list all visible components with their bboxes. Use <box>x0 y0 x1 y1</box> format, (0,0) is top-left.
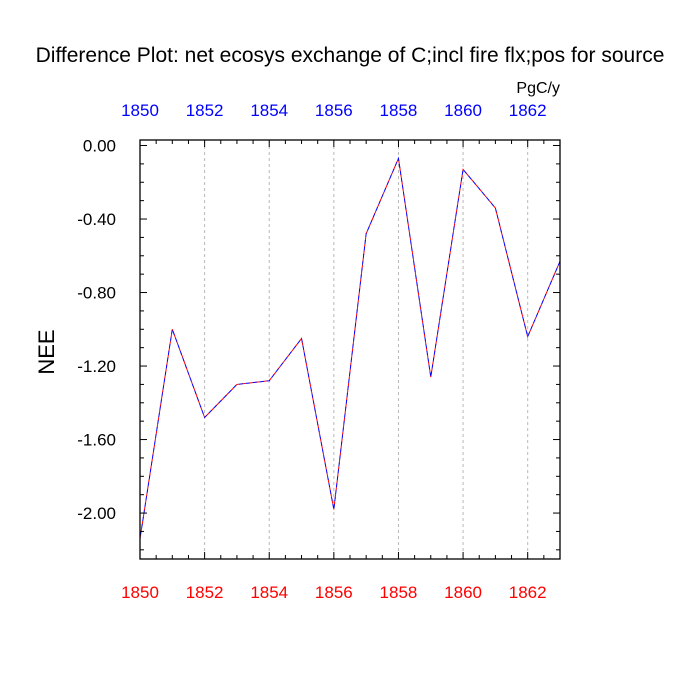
x-tick-label-bottom: 1850 <box>121 583 159 602</box>
axis-ticks <box>139 140 561 559</box>
x-tick-label-top: 1860 <box>444 101 482 120</box>
x-tick-label-top: 1852 <box>186 101 224 120</box>
x-tick-label-bottom: 1858 <box>380 583 418 602</box>
series-line <box>139 156 561 539</box>
x-tick-label-top: 1862 <box>509 101 547 120</box>
y-tick-label: -0.80 <box>77 284 116 303</box>
x-tick-label-top: 1854 <box>250 101 288 120</box>
x-tick-label-top: 1856 <box>315 101 353 120</box>
plot-frame <box>139 139 561 560</box>
y-axis-label: NEE <box>34 329 59 374</box>
x-tick-label-top: 1850 <box>121 101 159 120</box>
y-tick-label: 0.00 <box>83 137 116 156</box>
y-tick-label: -2.00 <box>77 504 116 523</box>
chart-title: Difference Plot: net ecosys exchange of … <box>36 44 665 67</box>
y-tick-label: -1.20 <box>77 357 116 376</box>
y-tick-labels: 0.00 -0.40 -0.80 -1.20 -1.60 -2.00 <box>77 137 116 524</box>
y-tick-label: -1.60 <box>77 431 116 450</box>
series-layer <box>139 156 561 539</box>
y-tick-label: -0.40 <box>77 210 116 229</box>
grid-lines <box>204 140 529 559</box>
x-tick-label-bottom: 1860 <box>444 583 482 602</box>
x-tick-label-bottom: 1852 <box>186 583 224 602</box>
x-tick-label-bottom: 1856 <box>315 583 353 602</box>
x-tick-label-bottom: 1862 <box>509 583 547 602</box>
x-tick-label-bottom: 1854 <box>250 583 288 602</box>
x-tick-labels-top: 1850 1852 1854 1856 1858 1860 1862 <box>121 101 547 120</box>
series-line <box>139 156 561 539</box>
x-tick-labels-bottom: 1850 1852 1854 1856 1858 1860 1862 <box>121 583 547 602</box>
x-tick-label-top: 1858 <box>380 101 418 120</box>
units-label: PgC/y <box>516 80 560 97</box>
